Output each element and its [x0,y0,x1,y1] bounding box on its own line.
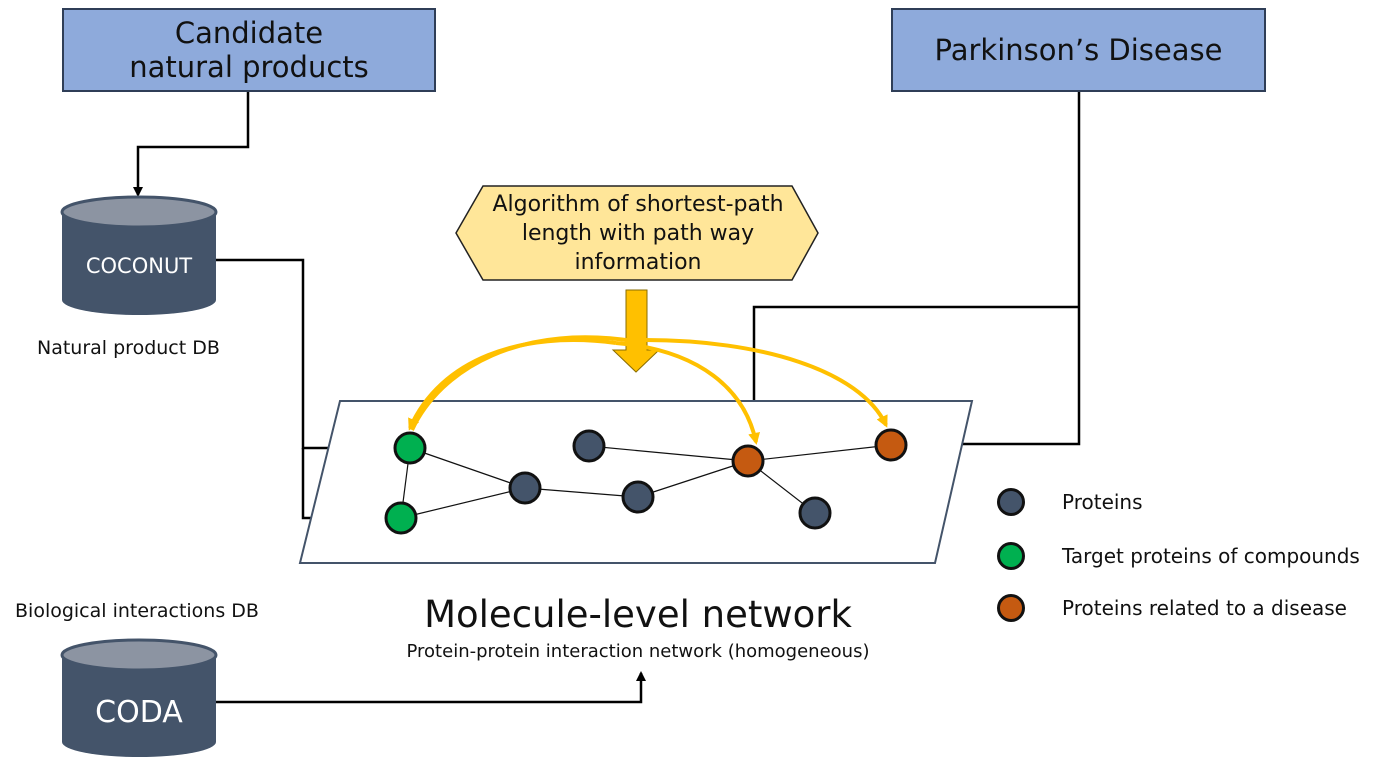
path-arc-3 [615,341,761,445]
path-arc-4 [644,338,888,428]
legend-label: Target proteins of compounds [1062,544,1360,568]
arrow-disease-to-protein-1 [903,92,1081,449]
path-arc-2 [410,335,646,431]
legend-dot-icon [997,488,1025,516]
candidate-label: Candidate natural products [129,16,369,84]
candidate-natural-products-box: Candidate natural products [62,8,436,92]
arrow-candidate-to-coconut [133,92,250,197]
legend-label: Proteins [1062,490,1143,514]
arrow-coda-to-network [216,671,646,704]
network-subtitle: Protein-protein interaction network (hom… [406,641,870,662]
protein-node [621,480,655,514]
protein-node [572,429,606,463]
target-protein-node [393,431,427,465]
legend-item-proteins: Proteins [997,484,1143,520]
legend-dot-icon [997,594,1025,622]
algorithm-label: Algorithm of shortest-path length with p… [492,192,784,275]
biological-interactions-db-caption: Biological interactions DB [15,600,259,622]
legend-item-target-proteins: Target proteins of compounds [997,538,1360,574]
network-edges [400,444,892,519]
disease-label: Parkinson’s Disease [934,33,1223,67]
algorithm-hexagon [455,185,819,281]
legend-label: Proteins related to a disease [1062,596,1347,620]
disease-protein-node [731,444,765,478]
protein-node [508,471,542,505]
coconut-cylinder [60,195,218,315]
protein-node [798,496,832,530]
network-title: Molecule-level network [424,593,852,636]
legend-item-disease-proteins: Proteins related to a disease [997,590,1347,626]
network-nodes [384,428,908,535]
coconut-label: COCONUT [85,254,193,278]
parkinsons-disease-box: Parkinson’s Disease [891,8,1266,92]
natural-product-db-caption: Natural product DB [37,337,220,359]
coda-label: CODA [95,695,183,730]
down-arrow-icon [611,289,661,373]
target-protein-node [384,501,418,535]
legend-dot-icon [997,542,1025,570]
coda-cylinder [60,638,218,757]
disease-protein-node [874,428,908,462]
